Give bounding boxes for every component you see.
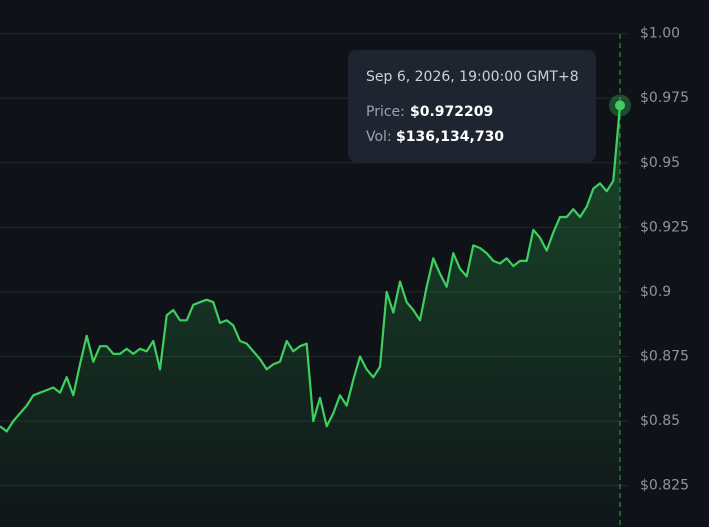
tooltip-price: $0.972209 <box>410 104 493 120</box>
tooltip-box <box>348 50 596 162</box>
y-tick-label: $0.975 <box>640 90 689 106</box>
y-tick-label: $0.875 <box>640 349 689 365</box>
y-tick-label: $1.00 <box>640 26 680 42</box>
tooltip-date: Sep 6, 2026, 19:00:00 GMT+8 <box>366 69 579 85</box>
y-tick-label: $0.925 <box>640 219 689 235</box>
tooltip-vol-name: Vol: <box>366 129 392 145</box>
y-tick-label: $0.95 <box>640 155 680 171</box>
hover-point <box>615 100 625 111</box>
y-tick-label: $0.825 <box>640 478 689 494</box>
line <box>0 105 622 433</box>
y-tick-label: $0.9 <box>640 284 671 300</box>
plot <box>0 34 631 527</box>
tooltip-vol: $136,134,730 <box>396 129 504 145</box>
y-tick-label: $0.85 <box>640 413 680 429</box>
tooltip: Sep 6, 2026, 19:00:00 GMT+8 Price: $0.97… <box>348 50 596 162</box>
area <box>0 105 620 527</box>
tooltip-price-name: Price: <box>366 104 405 120</box>
